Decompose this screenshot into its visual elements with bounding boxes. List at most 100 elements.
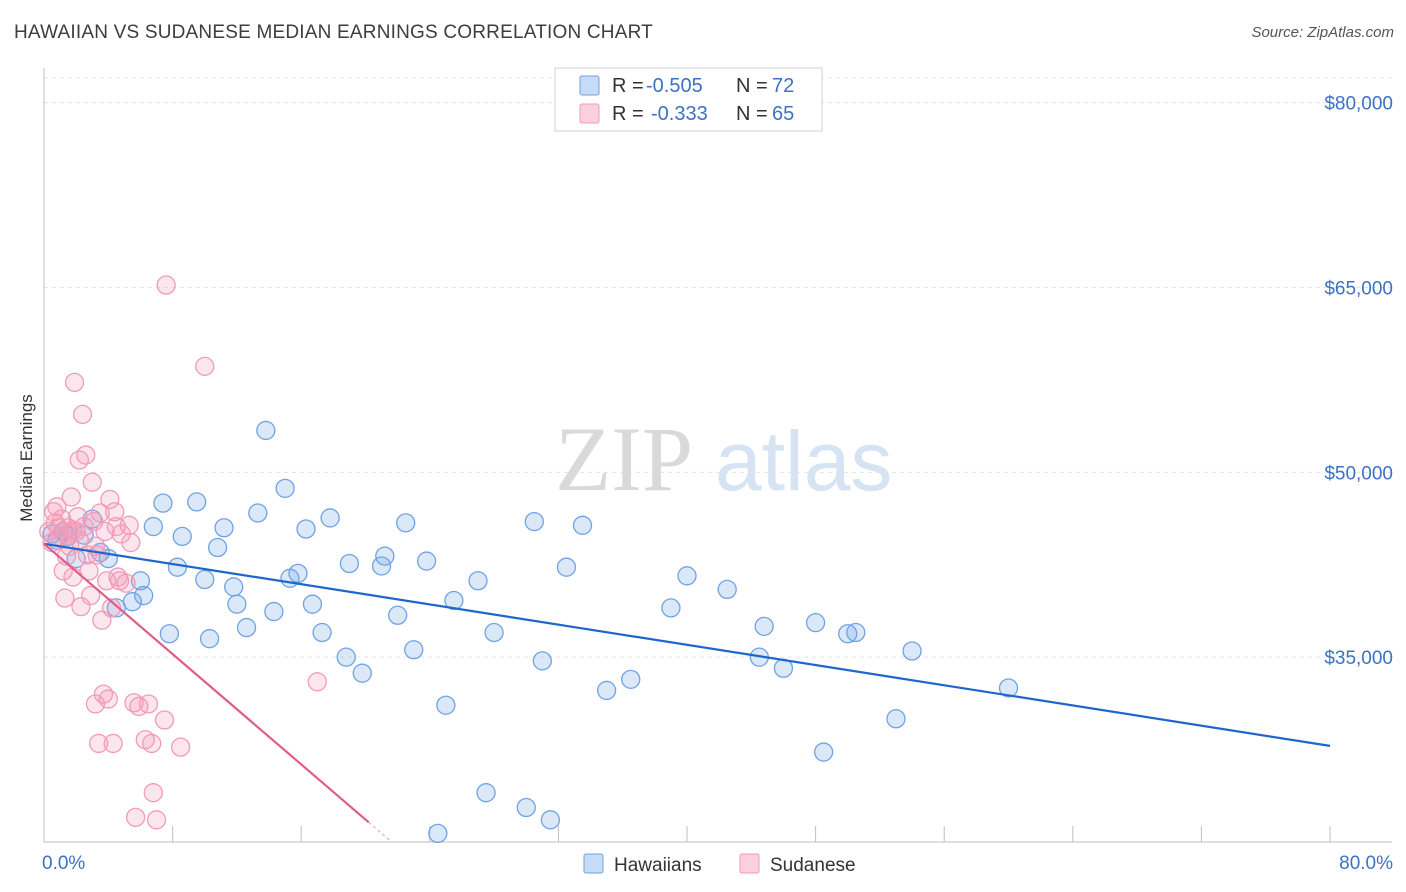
sudanese-point-36: [100, 489, 120, 510]
hawaiians-point-57: [621, 669, 641, 689]
sudanese-point-55: [156, 275, 176, 295]
legend-r-label-sudanese: R =: [612, 103, 644, 125]
hawaiians-point-67: [846, 622, 866, 643]
hawaiians-point-16: [167, 557, 188, 577]
sudanese-point-53: [146, 810, 167, 830]
y-tick-label-2: $65,000: [1324, 278, 1393, 299]
legend-r-label-hawaiians: R =: [612, 75, 644, 97]
hawaiians-point-32: [296, 519, 316, 539]
sudanese-point-63: [63, 520, 83, 540]
sudanese-point-25: [82, 472, 102, 492]
hawaiians-point-64: [805, 613, 826, 633]
bottom-legend: Hawaiians Sudanese: [583, 853, 856, 876]
sudanese-point-45: [119, 515, 139, 535]
watermark-zip: ZIP: [555, 408, 693, 510]
hawaiians-point-28: [264, 601, 284, 622]
hawaiians-point-36: [336, 647, 356, 667]
hawaiians-point-11: [130, 571, 151, 591]
hawaiians-point-69: [902, 641, 922, 661]
x-tick-labels: 0.0% 80.0%: [42, 853, 1393, 874]
sudanese-point-56: [170, 737, 191, 757]
hawaiians-point-34: [312, 622, 332, 643]
trend-lines: [43, 542, 1331, 841]
sudanese-point-14: [64, 372, 85, 393]
sudanese-point-23: [79, 561, 99, 581]
hawaiians-point-19: [195, 569, 215, 590]
sudanese-point-12: [61, 487, 81, 507]
sudanese-point-47: [125, 807, 146, 828]
hawaiians-point-55: [572, 515, 593, 535]
hawaiians-point-38: [352, 663, 372, 683]
hawaiians-point-35: [320, 508, 340, 528]
sudanese-point-57: [195, 356, 215, 376]
hawaiians-point-53: [540, 810, 561, 830]
sudanese-point-58: [307, 672, 327, 692]
hawaiians-point-60: [717, 579, 737, 600]
sudanese-trend-extension: [368, 821, 391, 841]
hawaiians-point-14: [153, 493, 173, 513]
hawaiians-point-56: [596, 680, 617, 701]
hawaiians-point-10: [122, 592, 143, 612]
hawaiians-point-52: [532, 651, 552, 671]
hawaiians-point-49: [484, 622, 504, 643]
x-tick-label-0: 0.0%: [42, 853, 85, 874]
hawaiians-point-54: [556, 557, 577, 577]
hawaiians-point-71: [428, 823, 448, 844]
hawaiians-points: [42, 420, 1019, 844]
hawaiians-point-42: [396, 513, 416, 533]
hawaiians-point-29: [275, 478, 295, 498]
legend-box: R = -0.505 N = 72 R = -0.333 N = 65: [554, 67, 823, 132]
legend-r-value-sudanese: -0.333: [651, 103, 708, 125]
sudanese-point-37: [101, 598, 122, 618]
hawaiians-point-45: [436, 695, 456, 715]
sudanese-point-21: [76, 445, 96, 465]
hawaiians-point-48: [476, 783, 496, 803]
hawaiians-point-33: [302, 594, 323, 614]
chart-title: HAWAIIAN VS SUDANESE MEDIAN EARNINGS COR…: [14, 22, 653, 43]
hawaiians-point-24: [227, 594, 247, 614]
watermark-atlas: atlas: [715, 414, 892, 508]
hawaiians-point-40: [375, 546, 395, 566]
y-tick-label-3: $80,000: [1324, 94, 1393, 115]
sudanese-point-50: [138, 694, 159, 714]
hawaiians-point-62: [754, 616, 774, 637]
hawaiians-point-66: [838, 624, 858, 644]
grid-lines: [44, 77, 1392, 658]
sudanese-point-3: [47, 497, 67, 517]
hawaiians-point-12: [134, 585, 154, 606]
bottom-legend-label-sudanese: Sudanese: [770, 855, 856, 876]
hawaiians-point-44: [416, 551, 437, 571]
hawaiians-point-26: [248, 503, 268, 523]
y-tick-label-0: $35,000: [1324, 648, 1393, 669]
bottom-legend-label-hawaiians: Hawaiians: [614, 855, 702, 876]
hawaiians-point-23: [224, 577, 244, 597]
hawaiians-point-51: [524, 511, 544, 532]
legend-swatch-sudanese: [579, 103, 600, 124]
hawaiians-point-46: [444, 590, 464, 611]
hawaiians-point-59: [677, 566, 697, 586]
sudanese-points: [39, 275, 327, 830]
sudanese-point-30: [90, 503, 110, 523]
source-label: Source: ZipAtlas.com: [1251, 24, 1394, 41]
hawaiians-point-22: [214, 518, 234, 538]
sudanese-point-8: [55, 588, 75, 608]
hawaiians-point-65: [813, 742, 834, 762]
legend-swatch-hawaiians: [579, 75, 600, 96]
legend-n-label-hawaiians: N =: [736, 75, 768, 97]
sudanese-point-19: [72, 404, 93, 425]
hawaiians-point-13: [143, 516, 163, 537]
hawaiians-point-15: [159, 624, 180, 644]
sudanese-point-24: [80, 585, 101, 606]
sudanese-point-7: [53, 561, 73, 581]
y-axis-label: Median Earnings: [17, 394, 36, 522]
sudanese-point-39: [105, 502, 125, 522]
sudanese-point-64: [121, 532, 141, 553]
bottom-legend-swatch-hawaiians: [583, 853, 604, 874]
hawaiians-point-25: [236, 617, 257, 638]
hawaiians-point-37: [339, 553, 360, 574]
bottom-legend-swatch-sudanese: [739, 853, 760, 874]
hawaiians-point-43: [404, 640, 424, 660]
legend-n-value-hawaiians: 72: [772, 75, 794, 97]
hawaiians-point-58: [661, 598, 681, 618]
